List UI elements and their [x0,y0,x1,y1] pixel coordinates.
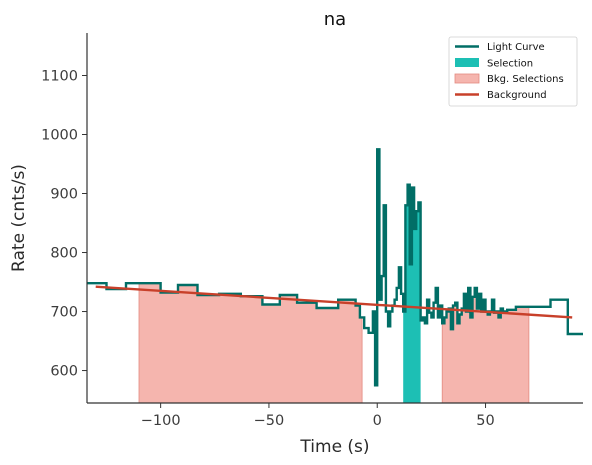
y-tick-label: 1000 [41,127,78,143]
selection-layer [403,184,421,403]
x-tick-label: −50 [254,413,285,429]
background-layer [95,285,573,319]
background-line [95,285,573,319]
y-tick-label: 800 [50,246,78,262]
plot-area [87,148,583,404]
x-tick-label: −100 [141,413,181,429]
y-axis-title: Rate (cnts/s) [9,164,29,272]
x-ticks: −100 −50 0 50 [141,403,495,429]
legend-label-light-curve: Light Curve [487,42,545,53]
x-tick-label: 0 [373,413,382,429]
light-curve-line [87,148,583,387]
legend-swatch-selection [455,58,479,67]
y-tick-label: 700 [50,305,78,321]
y-tick-label: 900 [50,187,78,203]
x-axis-title: Time (s) [299,437,369,457]
legend-swatch-bkg-selections [454,73,480,84]
x-tick-label: 50 [476,413,494,429]
selection-region [403,184,421,403]
y-tick-label: 1100 [41,68,78,84]
legend: Light Curve Selection Bkg. Selections Ba… [448,36,578,107]
chart-title: na [324,9,346,30]
legend-label-bkg-selections: Bkg. Selections [487,74,564,85]
legend-label-selection: Selection [487,59,533,70]
legend-frame [448,36,578,107]
y-ticks: 600 700 800 900 1000 1100 [41,68,87,380]
legend-label-background: Background [487,90,547,101]
light-curve-layer [87,148,583,387]
y-tick-label: 600 [50,364,78,380]
